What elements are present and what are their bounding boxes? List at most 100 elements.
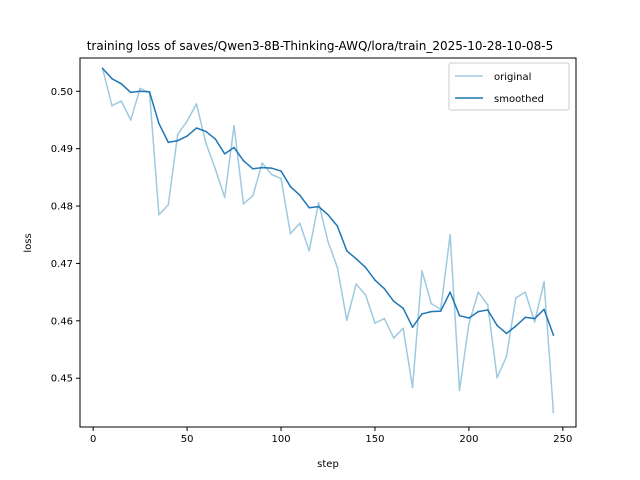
data-point-original (270, 173, 273, 176)
data-point-original (214, 167, 217, 170)
data-point-smoothed (374, 279, 376, 281)
data-point-smoothed (383, 287, 386, 290)
data-point-smoothed (524, 316, 527, 319)
data-point-original (195, 103, 198, 105)
data-point-original (327, 240, 329, 243)
data-point-original (411, 386, 414, 389)
data-point-original (205, 142, 207, 144)
data-point-original (242, 202, 245, 205)
data-point-original (167, 204, 170, 206)
x-tick-label: 150 (365, 434, 384, 445)
data-point-smoothed (158, 122, 160, 125)
data-point-original (533, 321, 536, 323)
data-point-original (392, 337, 395, 339)
data-point-original (308, 250, 311, 252)
data-point-smoothed (280, 170, 282, 172)
data-point-smoothed (299, 194, 301, 196)
data-point-smoothed (421, 313, 423, 315)
data-point-original (261, 162, 264, 164)
x-tick-label: 50 (181, 434, 194, 445)
data-point-smoothed (139, 90, 141, 93)
data-point-smoothed (101, 67, 104, 70)
data-point-original (402, 327, 404, 330)
data-point-smoothed (364, 266, 367, 269)
data-point-smoothed (505, 332, 508, 335)
data-point-original (289, 232, 292, 235)
plot-frame (79, 57, 577, 428)
data-point-smoothed (430, 310, 433, 313)
x-tick-label: 200 (459, 434, 478, 445)
data-point-smoothed (336, 225, 339, 227)
data-point-original (336, 266, 339, 269)
data-point-smoothed (167, 141, 170, 144)
data-point-original (449, 233, 451, 236)
data-point-original (280, 177, 282, 180)
data-point-smoothed (411, 326, 414, 328)
y-axis-label: loss (23, 233, 34, 252)
legend: original smoothed (448, 62, 570, 111)
data-point-smoothed (270, 167, 273, 169)
data-point-smoothed (129, 91, 132, 94)
data-point-smoothed (496, 324, 498, 327)
y-tick-label: 0.48 (51, 202, 73, 213)
data-point-original (139, 87, 141, 90)
data-point-smoothed (195, 127, 198, 129)
data-point-original (430, 302, 433, 305)
data-point-original (158, 213, 160, 216)
data-point-smoothed (449, 291, 451, 293)
x-tick-label: 250 (553, 434, 572, 445)
data-point-original (252, 194, 254, 197)
data-point-original (505, 355, 508, 358)
data-point-original (129, 119, 132, 121)
y-tick-label: 0.50 (51, 87, 73, 98)
chart-title: training loss of saves/Qwen3-8B-Thinking… (87, 39, 554, 53)
data-point-original (186, 120, 188, 122)
data-point-original (477, 291, 480, 293)
y-tick-label: 0.46 (51, 316, 73, 327)
data-point-smoothed (468, 317, 470, 319)
data-point-smoothed (261, 166, 264, 169)
data-point-smoothed (552, 334, 555, 336)
data-point-smoothed (327, 213, 329, 216)
data-point-smoothed (186, 135, 188, 137)
data-point-original (374, 322, 376, 324)
data-point-smoothed (477, 310, 480, 313)
x-tick-label: 100 (271, 434, 290, 445)
data-point-original (468, 322, 470, 325)
data-point-smoothed (289, 185, 292, 188)
data-point-smoothed (317, 205, 320, 208)
y-tick-label: 0.45 (51, 374, 73, 385)
data-point-original (317, 201, 320, 204)
data-point-original (176, 133, 179, 136)
data-point-original (111, 104, 113, 107)
data-point-smoothed (345, 250, 348, 252)
data-point-smoothed (439, 310, 442, 312)
data-point-smoothed (205, 130, 207, 133)
data-point-smoothed (402, 307, 404, 310)
data-point-original (543, 281, 545, 283)
data-point-smoothed (308, 206, 311, 209)
y-axis: 0.45 0.46 0.47 0.48 0.49 0.50 (51, 87, 80, 385)
data-point-original (299, 222, 301, 225)
data-point-original (496, 376, 498, 379)
legend-label-original: original (494, 72, 531, 83)
data-point-original (458, 389, 461, 392)
data-point-original (223, 196, 226, 199)
data-point-smoothed (148, 91, 151, 93)
data-point-smoothed (242, 159, 245, 162)
data-point-original (355, 283, 357, 285)
data-point-smoothed (214, 138, 217, 140)
data-point-smoothed (252, 167, 254, 170)
data-point-original (421, 270, 423, 272)
data-point-original (383, 317, 386, 320)
x-tick-label: 0 (90, 434, 96, 445)
data-point-smoothed (120, 83, 123, 85)
x-axis-label: step (317, 459, 339, 470)
data-point-original (515, 297, 517, 299)
data-point-original (120, 100, 123, 102)
data-point-smoothed (176, 139, 179, 142)
data-point-smoothed (543, 308, 545, 311)
data-point-smoothed (533, 317, 536, 320)
data-point-original (364, 294, 367, 296)
